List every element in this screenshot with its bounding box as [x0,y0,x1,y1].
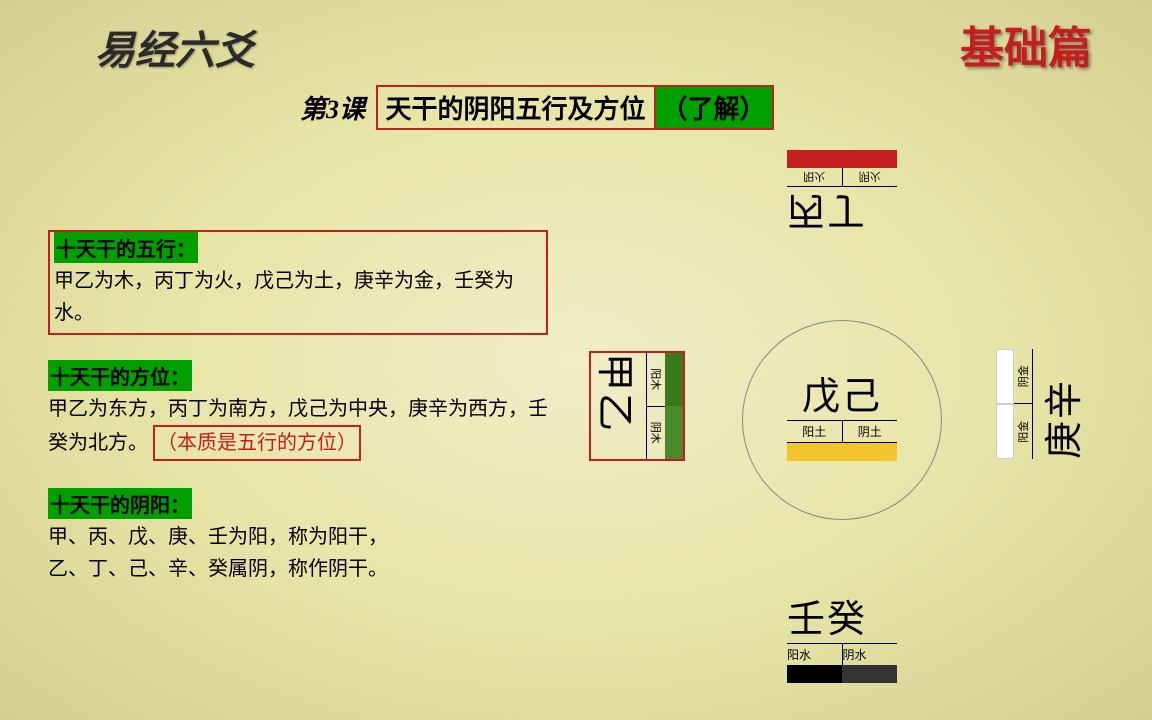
west-sub2: 阴金 [1014,349,1032,404]
south-color [787,665,897,683]
north-color [787,150,897,168]
west-color [996,349,1014,459]
body-wuxing: 甲乙为木，丙丁为火，戊己为土，庚辛为金，壬癸为水。 [54,265,542,329]
east-chars: 甲乙 [591,353,646,459]
page-title-left: 易经六爻 [95,18,255,76]
wuxing-diagram: 戊己 阳土 阴土 阳火 阴火 丙丁 壬癸 阳水 阴水 阳木 阴木 [592,150,1092,690]
south-sub1: 阳水 [787,644,843,665]
south-chars: 壬癸 [787,588,897,643]
yinyang-line1: 甲、丙、戊、庚、壬为阳，称为阳干， [48,521,548,553]
center-chars: 戊己 [787,365,897,420]
center-sub2: 阴土 [843,421,898,442]
lesson-number: 第3课 [300,95,365,124]
center-color [787,443,897,461]
page-title-right: 基础篇 [960,12,1092,76]
north-fire: 阳火 阴火 丙丁 [787,150,897,242]
heading-yinyang: 十天干的阴阳： [48,488,192,519]
body-yinyang: 甲、丙、戊、庚、壬为阳，称为阳干， 乙、丁、己、辛、癸属阴，称作阴干。 [48,521,548,585]
east-wood: 阳木 阴木 甲乙 [582,358,692,454]
center-sub1: 阳土 [787,421,843,442]
south-sub2: 阴水 [843,644,898,665]
east-color [665,353,683,459]
west-sub1: 阳金 [1014,404,1032,460]
heading-fangwei: 十天干的方位： [48,360,192,391]
lesson-main-title: 天干的阴阳五行及方位 [376,85,656,130]
note-fangwei: （本质是五行的方位） [153,425,361,461]
north-sub1: 阳火 [803,169,825,185]
lesson-note: （了解） [654,85,774,130]
section-wuxing: 十天干的五行： 甲乙为木，丙丁为火，戊己为土，庚辛为金，壬癸为水。 [48,230,548,335]
south-water: 壬癸 阳水 阴水 [787,588,897,683]
north-chars: 丙丁 [787,187,867,242]
section-fangwei: 十天干的方位： 甲乙为东方，丙丁为南方，戊己为中央，庚辛为西方，壬癸为北方。 （… [48,360,548,461]
west-metal: 阳金 阴金 庚辛 [987,358,1097,450]
body-fangwei: 甲乙为东方，丙丁为南方，戊己为中央，庚辛为西方，壬癸为北方。 （本质是五行的方位… [48,393,548,461]
east-sub1: 阳木 [647,353,665,407]
yinyang-line2: 乙、丁、己、辛、癸属阴，称作阴干。 [48,553,548,585]
north-sub2: 阴火 [859,169,881,185]
west-chars: 庚辛 [1033,349,1088,459]
center-earth: 戊己 阳土 阴土 [787,365,897,461]
section-yinyang: 十天干的阴阳： 甲、丙、戊、庚、壬为阳，称为阳干， 乙、丁、己、辛、癸属阴，称作… [48,488,548,585]
lesson-title: 第3课 天干的阴阳五行及方位（了解） [300,85,774,130]
heading-wuxing: 十天干的五行： [54,232,198,263]
east-sub2: 阴木 [647,407,665,460]
